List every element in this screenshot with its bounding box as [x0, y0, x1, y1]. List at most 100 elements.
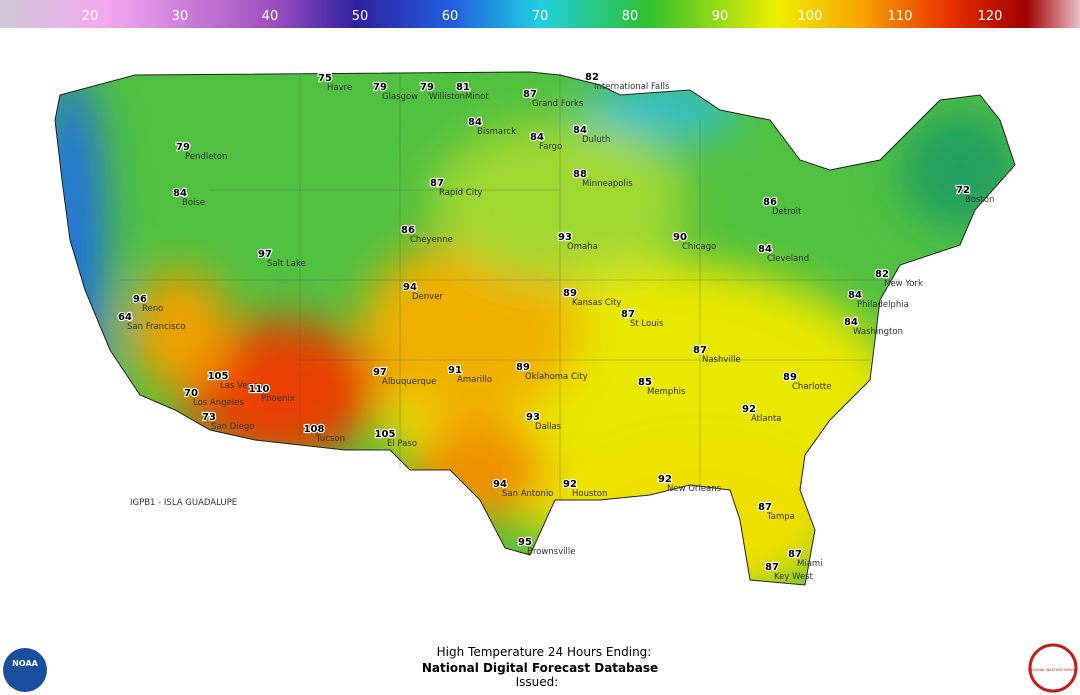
city-name: Brownsville [527, 547, 575, 557]
temperature: 87 [765, 562, 779, 573]
temperature: 87 [430, 178, 444, 189]
scale-label: 60 [442, 9, 459, 24]
temperature: 84 [530, 132, 544, 143]
temperature: 92 [742, 404, 756, 415]
state-borders [120, 72, 900, 500]
city-name: Duluth [582, 135, 610, 145]
city-name: Fargo [539, 142, 562, 152]
city-name: Boston [965, 195, 994, 205]
city-name: Minneapolis [582, 179, 633, 189]
temperature: 84 [468, 117, 482, 128]
temperature: 84 [848, 290, 862, 301]
city-name: Tampa [766, 512, 795, 522]
temperature: 94 [403, 282, 417, 293]
city-name: Williston [429, 92, 465, 102]
scale-label: 50 [352, 9, 369, 24]
scale-label: 40 [262, 9, 279, 24]
city-name: International Falls [594, 82, 670, 92]
temperature: 64 [118, 312, 132, 323]
temperature: 70 [184, 388, 198, 399]
city-name: Cheyenne [410, 235, 453, 245]
temperature: 87 [788, 549, 802, 560]
temperature: 84 [573, 125, 587, 136]
temperature: 86 [401, 225, 415, 236]
temperature: 79 [373, 82, 387, 93]
city-name: Amarillo [457, 375, 492, 385]
city-name: Rapid City [439, 188, 482, 198]
scale-label: 20 [82, 9, 99, 24]
city-name: Glasgow [382, 92, 418, 102]
temperature: 92 [658, 474, 672, 485]
city-name: Reno [142, 304, 163, 314]
temperature: 95 [518, 537, 532, 548]
city-name: Denver [412, 292, 443, 302]
city-name: Omaha [567, 242, 598, 252]
temperature: 72 [956, 185, 970, 196]
city-name: San Antonio [502, 489, 553, 499]
temperature: 82 [875, 269, 889, 280]
city-name: Las Vegas [220, 381, 263, 391]
temperature: 96 [133, 294, 147, 305]
city-name: Nashville [702, 355, 741, 365]
city-name: Memphis [647, 387, 686, 397]
temperature: 84 [758, 244, 772, 255]
city-name: Kansas City [572, 298, 621, 308]
temperature: 87 [621, 309, 635, 320]
temperature: 87 [523, 89, 537, 100]
temperature: 110 [249, 384, 270, 395]
temperature: 75 [318, 73, 332, 84]
city-name: Havre [327, 83, 352, 93]
footer-title: National Digital Forecast Database [422, 661, 658, 675]
temperature: 82 [585, 72, 599, 83]
footer-line: Issued: [516, 675, 559, 689]
temperature: 89 [516, 362, 530, 373]
city-name: Salt Lake [267, 259, 306, 269]
city-name: Phoenix [261, 394, 295, 404]
city-name: Cleveland [767, 254, 809, 264]
temperature: 91 [448, 365, 462, 376]
city-name: New York [884, 279, 923, 289]
city-name: Grand Forks [532, 99, 584, 109]
scale-label: 120 [978, 9, 1003, 24]
temperature: 88 [573, 169, 587, 180]
city-name: Chicago [682, 242, 716, 252]
temperature: 87 [693, 345, 707, 356]
city-name: Miami [797, 559, 823, 569]
temperature: 93 [558, 232, 572, 243]
scale-label: 70 [532, 9, 549, 24]
city-name: Houston [572, 489, 607, 499]
temperature: 105 [208, 371, 229, 382]
temperature: 79 [420, 82, 434, 93]
temperature: 108 [304, 424, 325, 435]
city-name: Charlotte [792, 382, 831, 392]
scale-label: 80 [622, 9, 639, 24]
city-name: Bismarck [477, 127, 516, 137]
nws-text: NATIONAL WEATHER SERVICE [1028, 668, 1078, 672]
city-name: Albuquerque [382, 377, 436, 387]
temperature: 73 [202, 412, 216, 423]
temperature: 89 [783, 372, 797, 383]
temperature: 84 [173, 188, 187, 199]
city-name: Boise [182, 198, 205, 208]
temperature: 86 [763, 197, 777, 208]
noaa-text: NOAA [12, 659, 38, 668]
temperature: 90 [673, 232, 687, 243]
city-name: Tucson [315, 434, 345, 444]
temperature: 85 [638, 377, 652, 388]
temperature: 89 [563, 288, 577, 299]
temperature: 93 [526, 412, 540, 423]
city-name: Philadelphia [857, 300, 909, 310]
city-name: Minot [465, 92, 489, 102]
scale-label: 110 [888, 9, 913, 24]
footer-line: High Temperature 24 Hours Ending: [437, 645, 652, 659]
scale-labels: 20 30 40 50 60 70 80 90 100 110 120 [82, 9, 1003, 24]
temperature: 79 [176, 142, 190, 153]
color-scale [0, 0, 1080, 28]
city-name: Washington [853, 327, 903, 337]
city-name: St Louis [630, 319, 664, 329]
city-name: Dallas [535, 422, 562, 432]
noaa-logo [3, 648, 47, 692]
temperature: 87 [758, 502, 772, 513]
city-name: Pendleton [185, 152, 227, 162]
